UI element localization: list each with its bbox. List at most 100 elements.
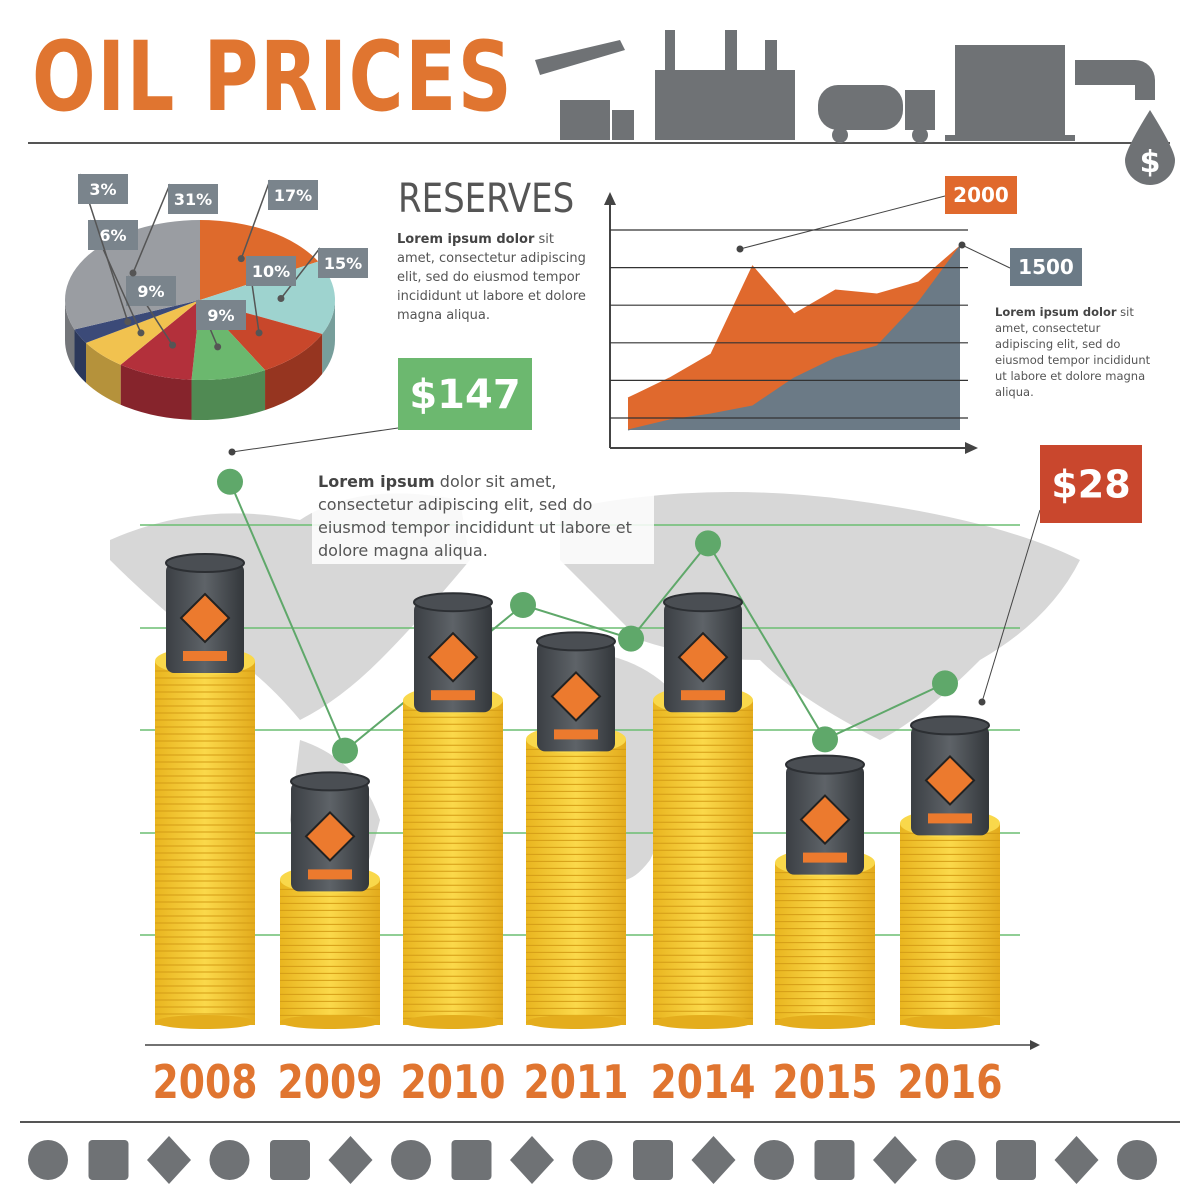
pie-slice bbox=[120, 300, 200, 380]
coin-bottom bbox=[155, 1015, 255, 1029]
price-dot bbox=[510, 592, 536, 618]
coin-bottom bbox=[900, 1015, 1000, 1029]
barrel-top bbox=[663, 592, 743, 613]
icon bbox=[873, 1136, 917, 1184]
barrel-top bbox=[413, 592, 493, 613]
x-tick-label: 2008 bbox=[153, 1055, 258, 1109]
label-dot bbox=[129, 269, 137, 277]
coin-bottom bbox=[280, 1015, 380, 1029]
label-box bbox=[168, 184, 218, 214]
x-tick-label: 2009 bbox=[278, 1055, 383, 1109]
bold-text: Lorem ipsum dolor bbox=[995, 305, 1117, 319]
hazard-diamond bbox=[799, 794, 851, 846]
icon bbox=[510, 1136, 554, 1184]
icon bbox=[996, 1140, 1036, 1180]
slice-label: 9% bbox=[137, 282, 164, 301]
leader bbox=[739, 195, 946, 250]
coin-bottom bbox=[653, 1015, 753, 1029]
coin-stack bbox=[900, 715, 1000, 1029]
label-box bbox=[268, 180, 318, 210]
area-line bbox=[627, 245, 961, 399]
price-dot bbox=[812, 726, 838, 753]
leader-dot bbox=[958, 241, 966, 249]
icon bbox=[328, 1136, 373, 1184]
arrow bbox=[604, 192, 616, 205]
coin-bottom bbox=[775, 1015, 875, 1029]
icon bbox=[209, 1140, 250, 1180]
price-dot bbox=[332, 737, 358, 764]
pie-slice-side bbox=[74, 329, 87, 383]
icon bbox=[88, 1140, 129, 1180]
x-tick-label: 2014 bbox=[651, 1055, 756, 1109]
x-tick-label: 2010 bbox=[401, 1055, 506, 1109]
annotation-text: $147 bbox=[409, 372, 520, 418]
bold-text: Lorem ipsum bbox=[318, 472, 435, 491]
coin-bar bbox=[155, 661, 255, 1025]
barrel-tag bbox=[431, 690, 475, 701]
label-dot bbox=[214, 343, 222, 351]
price-dot bbox=[695, 530, 721, 557]
icon bbox=[28, 1140, 68, 1180]
label-box bbox=[246, 256, 296, 286]
pie-slice-side bbox=[120, 364, 192, 420]
label-box bbox=[318, 248, 368, 278]
icon bbox=[814, 1140, 855, 1180]
barrel-top bbox=[910, 715, 990, 736]
hazard-diamond bbox=[304, 810, 356, 862]
barrel-tag bbox=[308, 869, 352, 880]
price-dot bbox=[217, 468, 243, 495]
pie-slice-side bbox=[86, 342, 121, 405]
coin-bottom bbox=[526, 1015, 626, 1029]
icon bbox=[451, 1140, 492, 1180]
annotation-box bbox=[398, 358, 532, 430]
area-fill bbox=[628, 246, 960, 430]
label-dot bbox=[277, 294, 285, 302]
leader-dot bbox=[978, 698, 986, 706]
coin-bar bbox=[775, 862, 875, 1025]
leader bbox=[231, 427, 399, 453]
coin-stack bbox=[155, 553, 255, 1029]
x-tick-label: 2011 bbox=[524, 1055, 629, 1109]
label-dot bbox=[169, 341, 177, 349]
text: sit amet, consectetur adipiscing elit, s… bbox=[995, 305, 1151, 399]
icon bbox=[633, 1140, 673, 1180]
slice-label: 31% bbox=[174, 190, 212, 209]
reserves-text: Lorem ipsum dolor sit amet, consectetur … bbox=[397, 230, 587, 325]
barrel-tag bbox=[681, 690, 725, 701]
hazard-diamond bbox=[550, 670, 602, 722]
coin-stack bbox=[653, 592, 753, 1029]
label-leader bbox=[240, 179, 271, 259]
barrel-top bbox=[785, 754, 865, 775]
slice-label: 15% bbox=[324, 254, 362, 273]
hazard-diamond bbox=[179, 592, 231, 644]
text: sit amet, consectetur adipiscing elit, s… bbox=[397, 232, 586, 323]
icon bbox=[1117, 1140, 1157, 1180]
leader bbox=[961, 244, 1011, 269]
slice-label: 9% bbox=[207, 306, 234, 325]
dollar-icon: $ bbox=[1140, 145, 1161, 180]
barrel-tag bbox=[183, 651, 227, 661]
coin-bar bbox=[653, 700, 753, 1025]
label-dot bbox=[124, 318, 132, 326]
icon bbox=[147, 1136, 191, 1184]
icon bbox=[572, 1140, 613, 1180]
coin-stack bbox=[403, 592, 503, 1029]
barrel-top bbox=[536, 631, 616, 652]
label-box bbox=[126, 276, 176, 306]
annotation-text: $28 bbox=[1051, 462, 1130, 506]
coin-stack bbox=[775, 754, 875, 1029]
coin-bottom bbox=[403, 1015, 503, 1029]
bold-text: Lorem ipsum dolor bbox=[397, 232, 535, 247]
x-axis-arrow bbox=[1030, 1040, 1040, 1050]
hazard-diamond bbox=[677, 631, 729, 683]
annotation-box bbox=[1010, 248, 1082, 286]
label-dot bbox=[255, 329, 263, 337]
side-note: Lorem ipsum dolor sit amet, consectetur … bbox=[995, 304, 1155, 400]
barrel-tag bbox=[554, 729, 598, 740]
coin-stack bbox=[280, 771, 380, 1029]
label-dot bbox=[237, 255, 245, 263]
icon bbox=[754, 1140, 794, 1180]
barrel-tag bbox=[803, 852, 847, 863]
